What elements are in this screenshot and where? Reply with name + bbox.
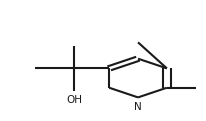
Text: N: N (134, 102, 142, 112)
Text: OH: OH (66, 95, 82, 105)
